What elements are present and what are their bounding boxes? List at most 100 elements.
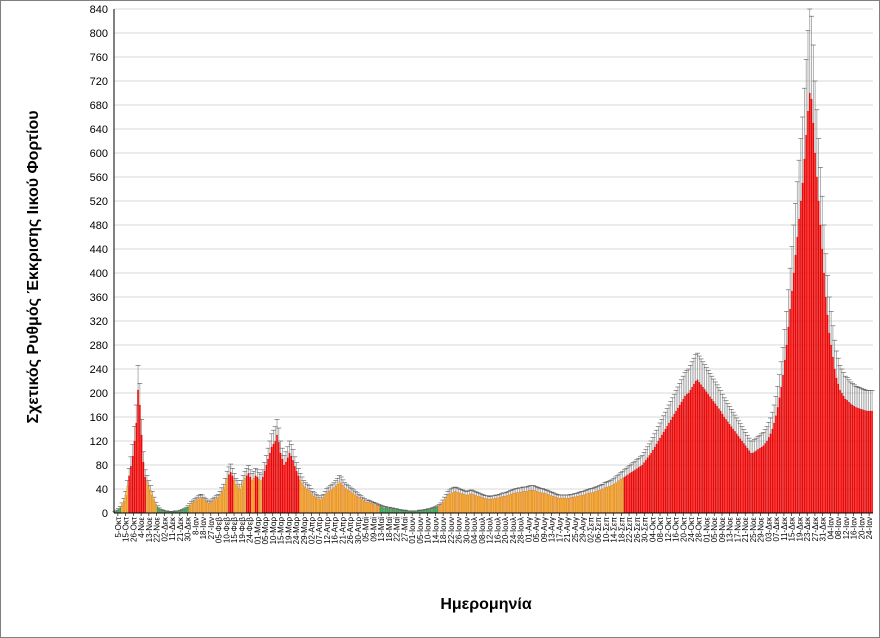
bar <box>326 492 328 514</box>
bar <box>618 480 620 514</box>
bar <box>226 478 228 514</box>
bar <box>857 407 859 514</box>
bar <box>568 497 570 514</box>
bar <box>716 406 718 514</box>
bar <box>365 502 367 514</box>
bar <box>468 494 471 514</box>
bar <box>140 434 143 514</box>
bar <box>848 401 850 514</box>
x-tick-label: 15-Οκτ <box>122 516 131 542</box>
bar <box>789 308 791 514</box>
bar <box>616 481 619 514</box>
x-tick-label: 09-Μαϊ <box>369 517 378 542</box>
bar <box>655 443 658 514</box>
x-tick-label: 21-Απρ <box>338 517 347 544</box>
bar <box>377 505 380 514</box>
bar <box>792 272 795 514</box>
bar <box>860 409 863 514</box>
bar <box>591 492 594 514</box>
bar <box>244 478 246 514</box>
x-tick-label: 30-Απρ <box>354 517 363 544</box>
bar <box>739 438 742 514</box>
bar <box>441 502 444 514</box>
bar <box>559 497 562 514</box>
bar <box>646 457 649 514</box>
bar <box>427 509 430 514</box>
bar <box>374 504 376 514</box>
x-tick-label: 07-Δεκ <box>772 516 781 541</box>
bar <box>550 495 553 514</box>
bar <box>263 470 266 514</box>
bar <box>700 384 702 514</box>
bar <box>331 488 334 514</box>
bar <box>124 494 127 514</box>
bar <box>780 386 783 514</box>
x-tick-label: 30-Ιουν <box>462 517 471 544</box>
bar <box>386 508 389 514</box>
bar <box>814 152 816 514</box>
bar <box>490 499 492 514</box>
y-tick-label: 640 <box>90 124 108 136</box>
bar <box>231 475 234 514</box>
x-tick-label: 17-Νοε <box>733 517 742 543</box>
bar <box>768 437 770 514</box>
y-tick-label: 80 <box>96 460 108 472</box>
bar <box>431 508 433 514</box>
bar <box>475 495 478 514</box>
bar <box>593 491 595 514</box>
bar <box>798 218 800 514</box>
bar <box>123 500 125 514</box>
bar <box>153 499 155 514</box>
x-tick-label: 13-Νοε <box>726 517 735 543</box>
x-tick-label: 16-Οκτ <box>672 516 681 542</box>
bar <box>760 446 763 514</box>
x-tick-label: 08-Ιουλ <box>478 517 487 544</box>
bar <box>580 494 583 514</box>
bar <box>703 389 706 514</box>
bar <box>119 507 122 514</box>
bar <box>222 488 225 514</box>
bar <box>474 494 476 514</box>
bar <box>491 498 494 514</box>
bar <box>208 503 211 514</box>
bar <box>265 464 268 514</box>
bar <box>677 407 679 514</box>
x-tick-label: 16-Ιουλ <box>493 517 502 544</box>
x-tick-label: 13-Αυγ <box>548 517 557 542</box>
bar <box>158 508 161 514</box>
bar <box>356 496 358 514</box>
bar <box>832 356 834 514</box>
bar <box>764 443 766 514</box>
bar <box>609 485 611 514</box>
bar <box>808 92 811 514</box>
x-tick-label: 31-Δεκ <box>819 516 828 541</box>
bar <box>383 507 385 514</box>
bar <box>219 494 221 514</box>
bar <box>450 492 453 514</box>
bar <box>395 509 398 514</box>
bar <box>187 506 189 514</box>
bar <box>536 491 538 514</box>
bar <box>306 488 309 514</box>
bar <box>461 493 464 514</box>
x-tick-label: 09-Νοε <box>718 517 727 543</box>
bar <box>748 450 750 514</box>
bar <box>438 505 440 514</box>
bar <box>522 491 524 514</box>
bar <box>668 422 670 514</box>
x-axis-title: Ημερομηνία <box>440 596 532 613</box>
bar <box>714 403 717 514</box>
bar <box>686 394 688 514</box>
bar <box>279 452 282 514</box>
bar <box>221 491 223 514</box>
x-tick-label: 26-Οκτ <box>129 516 138 542</box>
bar <box>766 440 768 514</box>
bar <box>361 499 364 514</box>
bar <box>206 502 209 514</box>
x-tick-label: 21-Αυγ <box>563 517 572 542</box>
bar <box>433 508 435 514</box>
bar <box>481 497 483 514</box>
bar <box>151 494 154 514</box>
bar <box>636 468 638 514</box>
y-tick-label: 280 <box>90 340 108 352</box>
